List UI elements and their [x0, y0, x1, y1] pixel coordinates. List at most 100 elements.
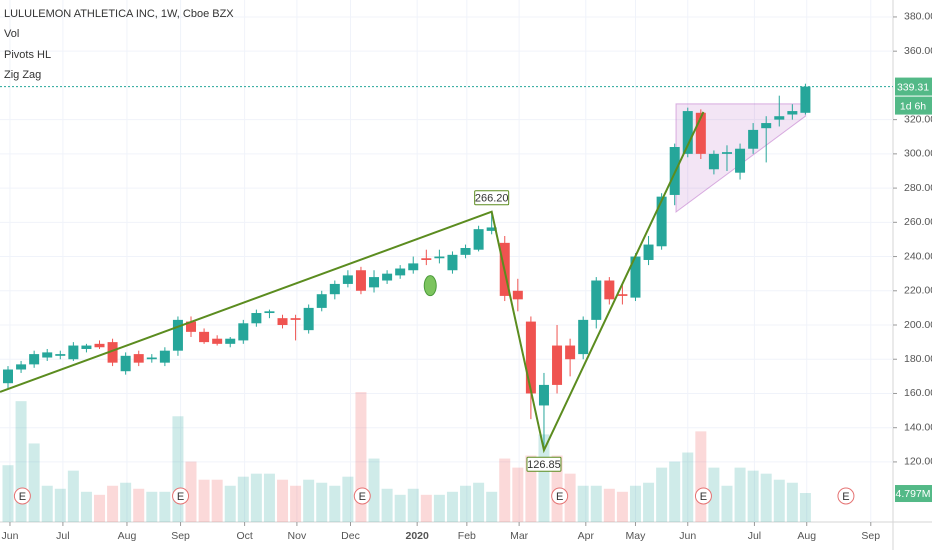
candle-body [538, 384, 549, 406]
earnings-label: E [700, 491, 707, 503]
candle-body [512, 290, 523, 300]
candle-body [107, 342, 118, 363]
volume-bar [512, 467, 524, 522]
candle-body [565, 345, 576, 360]
y-tick-label: 260.00 [904, 216, 932, 228]
earnings-marker [353, 487, 371, 505]
volume-bar [669, 461, 681, 522]
volume-bar [786, 482, 798, 522]
x-tick-label: Feb [458, 530, 476, 542]
earnings-label: E [19, 491, 26, 503]
candle-body [604, 280, 615, 300]
y-tick-label: 160.00 [904, 387, 932, 399]
candle-body [761, 123, 772, 129]
volume-bar [643, 482, 655, 522]
earnings-marker [13, 487, 31, 505]
volume-bar [107, 485, 119, 522]
volume-bar [211, 479, 223, 522]
volume-bar [146, 491, 158, 522]
y-tick-label: 120.00 [904, 456, 932, 468]
last-price-label: 339.31 [897, 81, 929, 93]
y-tick-label: 300.00 [904, 148, 932, 160]
volume-bar [381, 488, 393, 522]
volume-bar [54, 488, 66, 522]
x-tick-label: Aug [118, 530, 137, 542]
volume-bar [499, 458, 511, 522]
candle-body [329, 283, 340, 295]
candle-body [172, 319, 183, 351]
volume-bar [420, 494, 432, 522]
volume-bar [460, 485, 472, 522]
earnings-marker [837, 487, 855, 505]
volume-bar [277, 479, 289, 522]
candle-body [578, 319, 589, 355]
volume-bar [94, 494, 106, 522]
candle-body [159, 350, 170, 363]
candle-body [16, 364, 27, 370]
candle-body [316, 294, 327, 308]
candle-body [238, 323, 249, 341]
candle-body [290, 318, 301, 320]
y-tick-label: 240.00 [904, 250, 932, 262]
volume-bar [394, 494, 406, 522]
earnings-marker [694, 487, 712, 505]
volume-bar [773, 479, 785, 522]
volume-bar [616, 491, 628, 522]
plot: E E E E E E 266.20 126.85 [0, 83, 893, 505]
candle-body [591, 280, 602, 320]
indicator-label: Pivots HL [4, 49, 51, 61]
x-tick-label: Sep [171, 530, 190, 542]
candle-body [133, 354, 144, 363]
candle-body [303, 307, 314, 331]
indicator-label: Vol [4, 28, 19, 40]
zigzag-label: 266.20 [475, 193, 509, 205]
volume-bar [682, 452, 694, 522]
volume-bar [224, 485, 236, 522]
axes: 120.00 140.00 160.00 180.00 200.00 220.00 240.… [1, 11, 932, 542]
y-tick-label: 180.00 [904, 353, 932, 365]
candle-body [55, 354, 66, 356]
volume-bar [695, 431, 707, 522]
y-tick-label: 280.00 [904, 182, 932, 194]
candle-body [434, 256, 445, 259]
y-tick-label: 380.00 [904, 11, 932, 23]
volume-bar [172, 416, 184, 522]
candle-body [251, 313, 262, 324]
y-tick-label: 140.00 [904, 421, 932, 433]
earnings-label: E [842, 491, 849, 503]
candle-body [721, 152, 732, 154]
candle-body [630, 256, 641, 298]
candle-body [42, 352, 53, 358]
volume-bar [67, 470, 79, 522]
last-volume-label: 4.797M [895, 488, 930, 500]
volume-bar [342, 476, 354, 522]
countdown-label: 1d 6h [900, 100, 926, 112]
volume-bar [433, 494, 445, 522]
candle-body [68, 345, 79, 360]
countdown-box [895, 96, 932, 115]
candle-body [525, 321, 536, 394]
candle-body [146, 357, 157, 360]
volume-bar [263, 473, 275, 522]
x-tick-label: 2020 [405, 530, 429, 542]
volume-bar [368, 458, 380, 522]
candle-body [199, 331, 210, 343]
volume-bar [329, 485, 341, 522]
zigzag-line [0, 111, 705, 454]
candle-body [774, 116, 785, 120]
candle-body [81, 345, 92, 349]
x-tick-label: Aug [797, 530, 816, 542]
x-tick-label: Jun [679, 530, 696, 542]
pivot-marker [423, 275, 437, 297]
volume-bar [185, 461, 197, 522]
candle-body [212, 338, 223, 344]
candle-body [277, 318, 288, 326]
volume-bar [590, 485, 602, 522]
y-tick-label: 320.00 [904, 113, 932, 125]
candle-body [617, 294, 628, 296]
candle-body [369, 277, 380, 288]
x-tick-label: Jul [56, 530, 69, 542]
candle-body [656, 196, 667, 247]
earnings-label: E [556, 491, 563, 503]
